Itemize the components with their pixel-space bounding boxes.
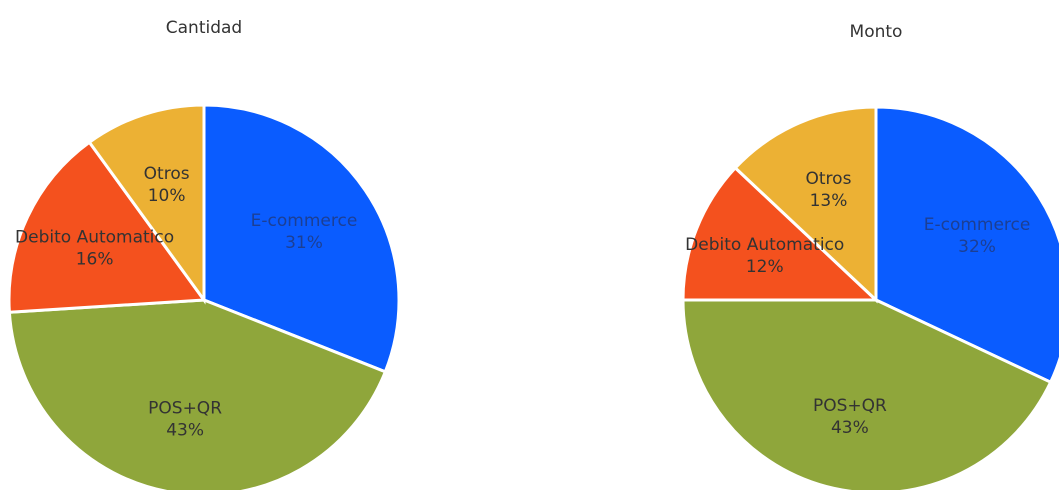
pie-slice bbox=[681, 298, 1053, 490]
slice-label: Otros bbox=[144, 164, 190, 184]
slice-value: 10% bbox=[148, 186, 186, 206]
slice-value: 12% bbox=[746, 257, 784, 277]
slice-label: E-commerce bbox=[251, 211, 358, 231]
chart-title: Cantidad bbox=[166, 18, 242, 38]
slice-label: E-commerce bbox=[924, 215, 1031, 235]
slice-label: POS+QR bbox=[813, 396, 887, 416]
slice-label: Debito Automatico bbox=[685, 235, 844, 255]
slice-value: 16% bbox=[76, 250, 114, 270]
slice-label: Debito Automatico bbox=[15, 228, 174, 248]
pie-slice bbox=[681, 165, 880, 302]
slice-label: POS+QR bbox=[148, 398, 222, 418]
pie-slice bbox=[874, 105, 1059, 385]
pie-slice bbox=[202, 103, 401, 374]
slice-value: 31% bbox=[285, 233, 323, 253]
chart-title: Monto bbox=[850, 22, 903, 42]
slice-value: 13% bbox=[810, 191, 848, 211]
pie-slice bbox=[7, 298, 388, 490]
pie-slice bbox=[7, 140, 207, 314]
slice-label: Otros bbox=[806, 169, 852, 189]
pie-slice bbox=[87, 103, 206, 305]
pie-slice bbox=[733, 105, 878, 304]
slice-value: 43% bbox=[166, 420, 204, 440]
slice-value: 32% bbox=[958, 237, 996, 257]
slice-value: 43% bbox=[831, 418, 869, 438]
